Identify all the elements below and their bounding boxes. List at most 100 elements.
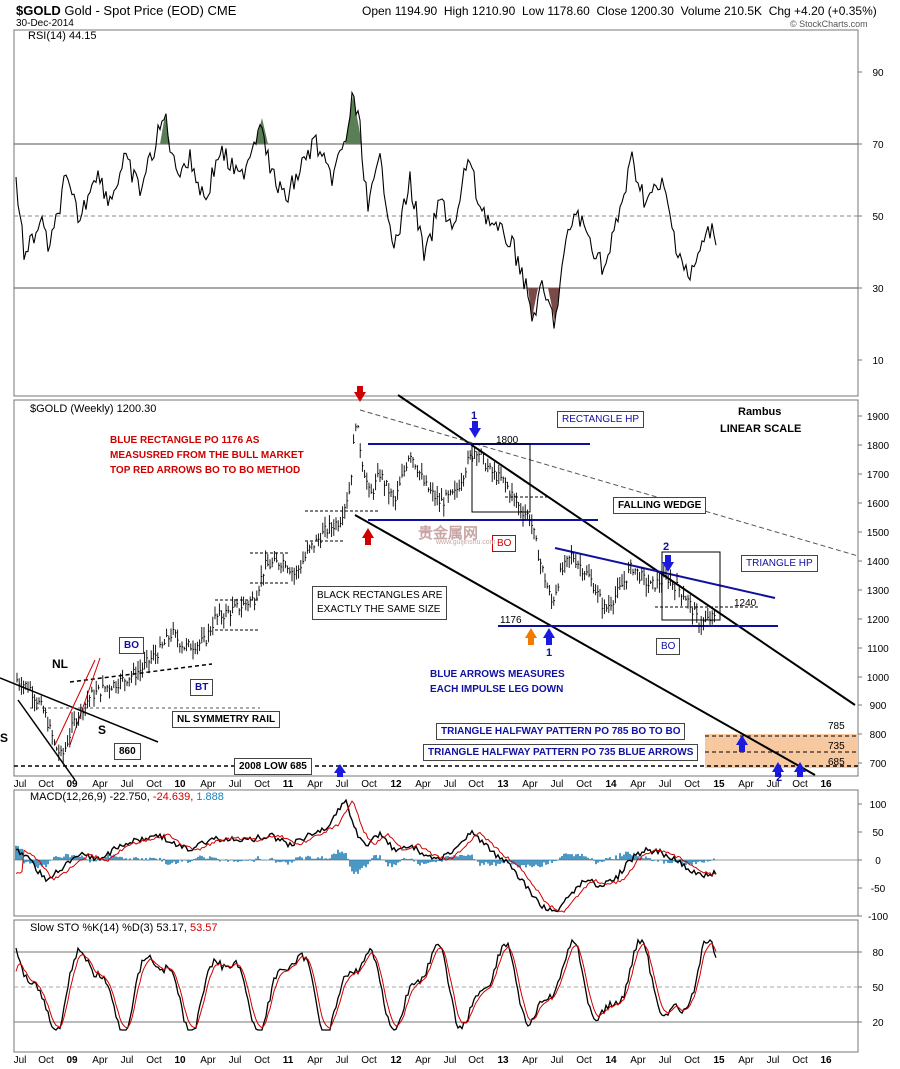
macd-legend-signal: -24.639, [152,791,194,803]
sto-k-line [15,938,717,1031]
consolidation-levels [215,496,760,631]
header-title: $GOLD Gold - Spot Price (EOD) CME [16,3,236,18]
symbol: $GOLD [16,3,61,18]
rsi-line [15,90,717,329]
x-tick-label: Apr [738,1055,754,1066]
y-tick-label: 10 [872,356,884,367]
x-tick-label: Oct [576,779,592,790]
rsi-overbought-fill [255,118,268,144]
exchange: CME [207,3,237,18]
open-label: Open [362,4,392,18]
target-860-box: 860 [114,743,141,760]
sto-legend-main: Slow STO %K(14) %D(3) 53.17, [30,922,187,934]
falling-wedge-box: FALLING WEDGE [613,497,707,514]
y-tick-label: 70 [872,140,884,151]
x-tick-label: Oct [361,779,377,790]
x-tick-label: Oct [792,779,808,790]
falling-wedge-upper-line [397,394,856,706]
number-2-top: 2 [663,541,670,553]
y-tick-label: 700 [870,759,887,770]
x-tick-label: Apr [630,1055,646,1066]
black-rectangles-line-1: BLACK RECTANGLES ARE [317,590,443,601]
x-tick-label: 14 [605,1055,617,1066]
y-tick-label: 1100 [867,644,889,655]
low-label: Low [521,4,544,18]
triangle-upper-line [554,547,776,599]
rambus-label: Rambus [738,406,782,418]
high-value: 1210.90 [471,4,516,18]
x-tick-label: Jul [659,1055,672,1066]
y-tick-label: 800 [870,730,887,741]
x-tick-label: Apr [92,1055,108,1066]
sto-legend-d: 53.57 [189,922,218,934]
x-tick-label: Jul [14,779,27,790]
rsi-legend: RSI(14) 44.15 [28,30,97,42]
y-tick-label: 0 [875,856,881,867]
macd-signal-line [15,800,717,913]
x-tick-label: Jul [444,779,457,790]
y-tick-label: -50 [871,884,886,895]
y-tick-label: 80 [872,948,884,959]
shoulder-left-label: S [0,731,9,745]
label-1240: 1240 [734,598,757,609]
y-tick-label: 1700 [867,470,890,481]
price-legend: $GOLD (Weekly) 1200.30 [30,403,157,415]
x-tick-label: Jul [444,1055,457,1066]
y-tick-label: 90 [872,68,884,79]
price-y-axis: 1900 1800 1700 1600 1500 1400 1300 1200 1100 1000… [858,412,890,770]
y-tick-label: 900 [870,701,887,712]
blue-arrow-2008 [334,764,346,777]
x-tick-label: Apr [738,779,754,790]
nl-symmetry-rail-left [0,677,159,743]
triangle-785-box: TRIANGLE HALFWAY PATTERN PO 785 BO TO BO [436,723,686,740]
stockcharts-watermark: © StockCharts.com [790,19,868,29]
instrument-name: Gold - Spot Price (EOD) [64,3,204,18]
open-value: 1194.90 [394,4,438,18]
chg-label: Chg [768,4,791,18]
x-axis-lower: Jul Oct 09 Apr Jul Oct 10 Apr Jul Oct 11 Apr Jul Oct 1… [14,1055,832,1066]
rsi-y-axis: 90 70 50 30 10 [858,68,884,367]
rsi-overbought-fill [345,95,362,144]
volume-value: 210.5K [723,4,763,18]
y-tick-label: 1000 [867,673,890,684]
sto-y-axis: 80 50 20 [858,948,884,1029]
x-tick-label: Oct [146,779,162,790]
x-tick-label: Jul [121,779,134,790]
x-tick-label: Apr [200,779,216,790]
macd-line [15,798,717,913]
blue-arrow-785 [736,735,748,752]
sto-legend: Slow STO %K(14) %D(3) 53.17, 53.57 [30,922,218,934]
rectangle-hp-box: RECTANGLE HP [557,411,645,428]
x-tick-label: 09 [66,779,78,790]
measure-rectangle-1 [471,443,531,513]
sto-d-line [15,942,717,1030]
blue-arrows-annotation: BLUE ARROWS MEASURES EACH IMPULSE LEG DO… [430,667,565,697]
x-tick-label: 15 [713,1055,725,1066]
x-tick-label: Apr [92,779,108,790]
blue-arrow-2-bottom [772,762,784,777]
y-tick-label: 1600 [867,499,890,510]
red-annotation-line-2: MEASUSRED FROM THE BULL MARKET [110,450,304,461]
y-tick-label: 1400 [867,557,890,568]
x-tick-label: Oct [468,1055,484,1066]
label-1176: 1176 [500,615,522,626]
target-zone [705,734,858,768]
macd-legend-main: MACD(12,26,9) -22.750, [30,791,150,803]
chg-value: +4.20 (+0.35%) [794,4,877,18]
price-bars [16,423,716,764]
support-line [17,699,76,781]
blue-arrow-1-bottom [543,628,555,645]
x-tick-label: Oct [254,779,270,790]
x-tick-label: Apr [630,779,646,790]
y-tick-label: 1500 [867,528,890,539]
macd-panel-frame [13,789,859,917]
y-tick-label: 1800 [867,441,890,452]
x-axis-upper: Jul Oct 09 Apr Jul Oct 10 Apr Jul Oct 11 Apr Jul Oct 1… [14,779,832,790]
x-tick-label: 15 [713,779,725,790]
x-tick-label: 13 [497,779,509,790]
x-tick-label: 12 [390,779,402,790]
rsi-overbought-fill [160,115,170,144]
blue-arrow-target [794,762,806,777]
x-tick-label: Oct [146,1055,162,1066]
x-tick-label: 16 [820,779,832,790]
